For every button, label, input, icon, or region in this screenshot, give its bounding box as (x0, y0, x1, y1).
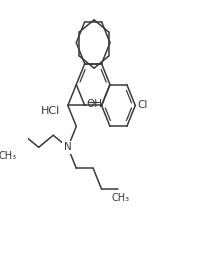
Text: N: N (64, 142, 72, 152)
Text: Cl: Cl (137, 101, 148, 110)
Text: CH₃: CH₃ (111, 193, 129, 203)
Text: CH₃: CH₃ (0, 151, 17, 161)
Text: OH: OH (86, 99, 103, 109)
Text: HCl: HCl (41, 106, 60, 116)
